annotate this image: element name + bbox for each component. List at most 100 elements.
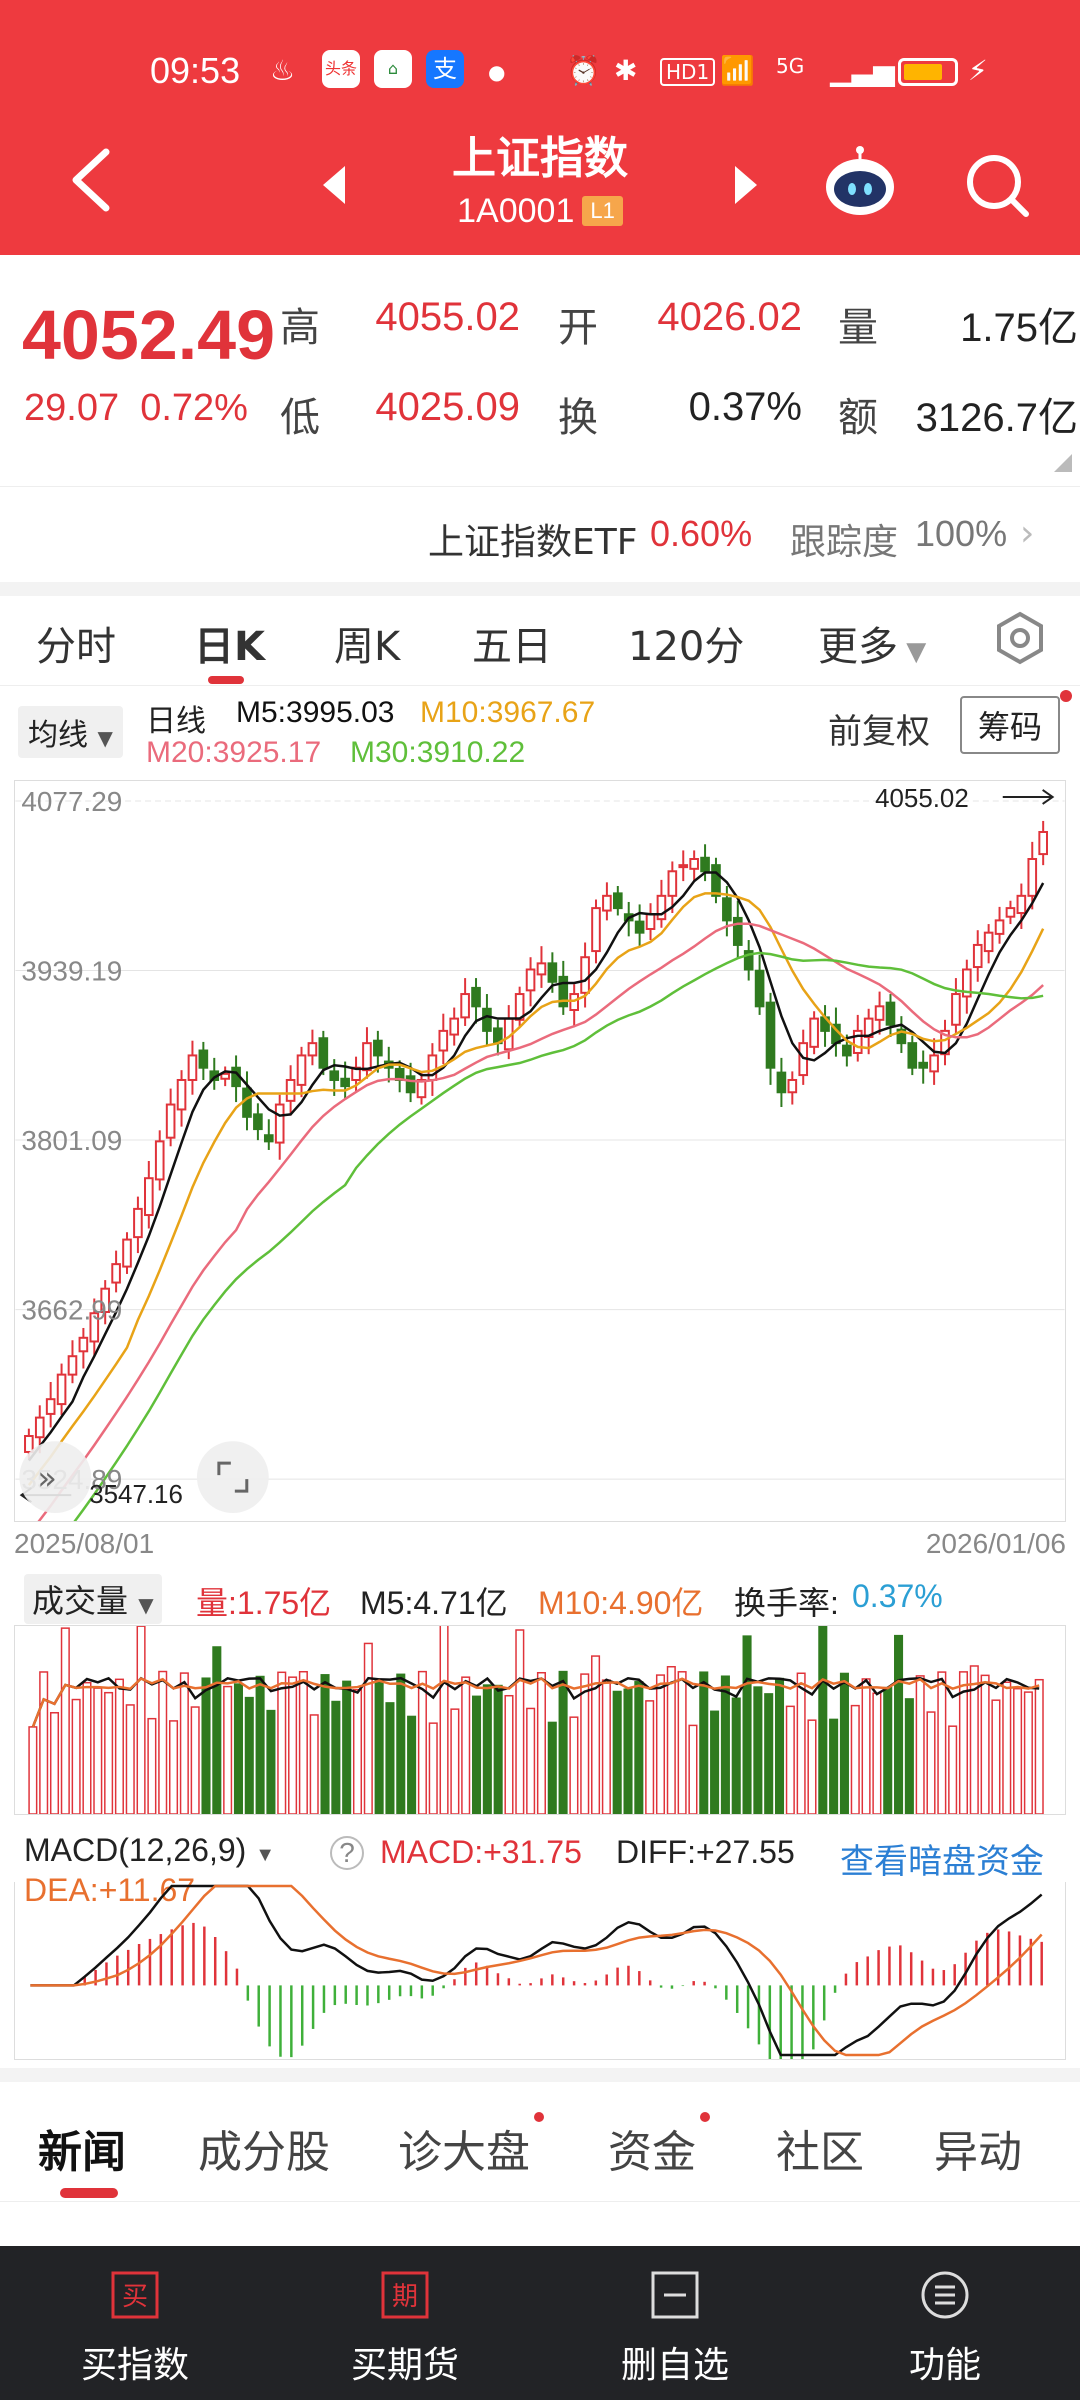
candle-body — [482, 1007, 492, 1032]
help-icon[interactable]: ? — [330, 1836, 364, 1870]
section-divider — [0, 2068, 1080, 2082]
buy-futures-button[interactable]: 期 买期货 — [270, 2246, 540, 2400]
candle-body — [1038, 830, 1048, 856]
right-arrow-icon — [1002, 789, 1055, 805]
charging-icon: ⚡ — [968, 54, 988, 87]
candle-body — [416, 1078, 427, 1099]
candle-body — [711, 864, 721, 897]
etf-label: 上证指数ETF — [428, 522, 638, 563]
volume-bar — [580, 1673, 590, 1814]
candle-body — [144, 1177, 154, 1217]
tab-daily-k[interactable]: 日K — [194, 624, 265, 670]
volume-bar — [179, 1672, 189, 1814]
volume-bar — [807, 1719, 817, 1814]
fuquan-button[interactable]: 前复权 — [828, 712, 930, 752]
volume-bar — [558, 1670, 568, 1814]
volume-bar — [277, 1671, 287, 1814]
dea-line — [30, 1884, 1043, 2057]
candle-body — [318, 1037, 329, 1069]
ma5-value: M5:3995.03 — [236, 696, 395, 729]
candle-body — [329, 1070, 340, 1081]
volume-header: 成交量 ▼ 量:1.75亿 M5:4.71亿 M10:4.90亿 换手率: 0.… — [0, 1568, 1080, 1628]
wifi-icon: 📶 — [720, 54, 755, 87]
candle-body — [24, 1435, 34, 1453]
volume-bar — [948, 1725, 958, 1814]
candle-body — [285, 1078, 296, 1102]
buy-index-button[interactable]: 买 买指数 — [0, 2246, 270, 2400]
bluetooth-icon: ✱ — [614, 54, 638, 87]
candle-body — [78, 1336, 89, 1353]
volume-bar — [926, 1711, 936, 1814]
candle-body — [34, 1416, 45, 1439]
remove-watchlist-button[interactable]: 删自选 — [540, 2246, 810, 2400]
volume-chart[interactable] — [14, 1625, 1066, 1815]
ma-select[interactable]: 均线 ▼ — [18, 706, 123, 758]
volume-bar — [1013, 1687, 1023, 1814]
functions-button[interactable]: 功能 — [810, 2246, 1080, 2400]
volume-bar — [363, 1642, 373, 1814]
volume-bar — [688, 1724, 698, 1814]
macd-select[interactable]: MACD(12,26,9) ▼ — [24, 1832, 275, 1869]
candle-body — [972, 943, 983, 969]
y-tick-label: 3801.09 — [21, 1125, 122, 1156]
tab-community[interactable]: 社区 — [776, 2127, 864, 2178]
chevron-right-icon: › — [1020, 513, 1035, 554]
x-axis-end-date: 2026/01/06 — [925, 1528, 1066, 1559]
dark-pool-link[interactable]: 查看暗盘资金 — [840, 1842, 1044, 1882]
next-stock-icon[interactable] — [725, 160, 765, 210]
macd-chart[interactable] — [14, 1882, 1066, 2060]
tab-movements[interactable]: 异动 — [934, 2127, 1022, 2178]
line-type: 日线 — [146, 705, 206, 738]
volume-bar — [1034, 1678, 1044, 1814]
diff-value: DIFF:+27.55 — [616, 1834, 795, 1870]
ma20-line — [37, 922, 1044, 1521]
tab-five-day[interactable]: 五日 — [472, 624, 552, 670]
candle-body — [133, 1207, 143, 1239]
back-arrow-icon[interactable] — [60, 140, 120, 220]
tab-news[interactable]: 新闻 — [38, 2127, 126, 2178]
volume-bar — [147, 1717, 157, 1814]
etf-track-value: 100% — [915, 513, 1008, 554]
tab-intraday[interactable]: 分时 — [36, 624, 116, 670]
ma30-line — [73, 951, 1044, 1521]
volume-m5: M5:4.71亿 — [360, 1585, 508, 1621]
volume-bar — [385, 1702, 395, 1814]
tab-weekly-k[interactable]: 周K — [334, 624, 401, 670]
caret-down-icon: ▼ — [898, 637, 927, 667]
etf-row[interactable]: 上证指数ETF 0.60% 跟踪度 100% › — [0, 486, 1080, 582]
volume-bar — [720, 1675, 730, 1814]
tab-more[interactable]: 更多 ▼ — [818, 614, 926, 672]
volume-bar — [342, 1680, 352, 1814]
candle-body — [689, 858, 699, 870]
candle-body — [56, 1373, 67, 1406]
volume-bar — [969, 1665, 979, 1814]
fullscreen-button[interactable] — [196, 1441, 269, 1514]
candle-body — [340, 1077, 350, 1088]
candle-body — [962, 968, 972, 998]
low-label: 低 — [280, 395, 320, 441]
candle-body — [809, 1017, 819, 1048]
expand-corner-icon[interactable] — [1054, 454, 1072, 472]
tab-constituents[interactable]: 成分股 — [198, 2127, 330, 2178]
candle-body — [732, 916, 743, 946]
tab-diagnose[interactable]: 诊大盘 — [398, 2127, 530, 2178]
candle-body — [525, 968, 536, 992]
tab-120-min[interactable]: 120分 — [628, 624, 745, 670]
prev-stock-icon[interactable] — [315, 160, 355, 210]
candle-body — [951, 993, 961, 1026]
level-badge: L1 — [582, 196, 623, 226]
candle-body — [776, 1071, 787, 1094]
volume-select[interactable]: 成交量 ▼ — [24, 1574, 162, 1624]
robot-assistant-icon[interactable] — [820, 145, 900, 225]
volume-bar — [396, 1673, 406, 1814]
search-icon[interactable] — [962, 150, 1032, 220]
chouma-button[interactable]: 筹码 — [960, 696, 1061, 754]
candle-body — [765, 1001, 776, 1069]
volume-bar — [818, 1626, 828, 1814]
settings-hexagon-icon[interactable] — [990, 608, 1050, 668]
tab-funds[interactable]: 资金 — [608, 2127, 696, 2178]
candle-body — [656, 894, 667, 921]
collapse-panel-button[interactable]: » — [19, 1441, 92, 1514]
turnover-rate-value: 0.37% — [852, 1578, 943, 1614]
